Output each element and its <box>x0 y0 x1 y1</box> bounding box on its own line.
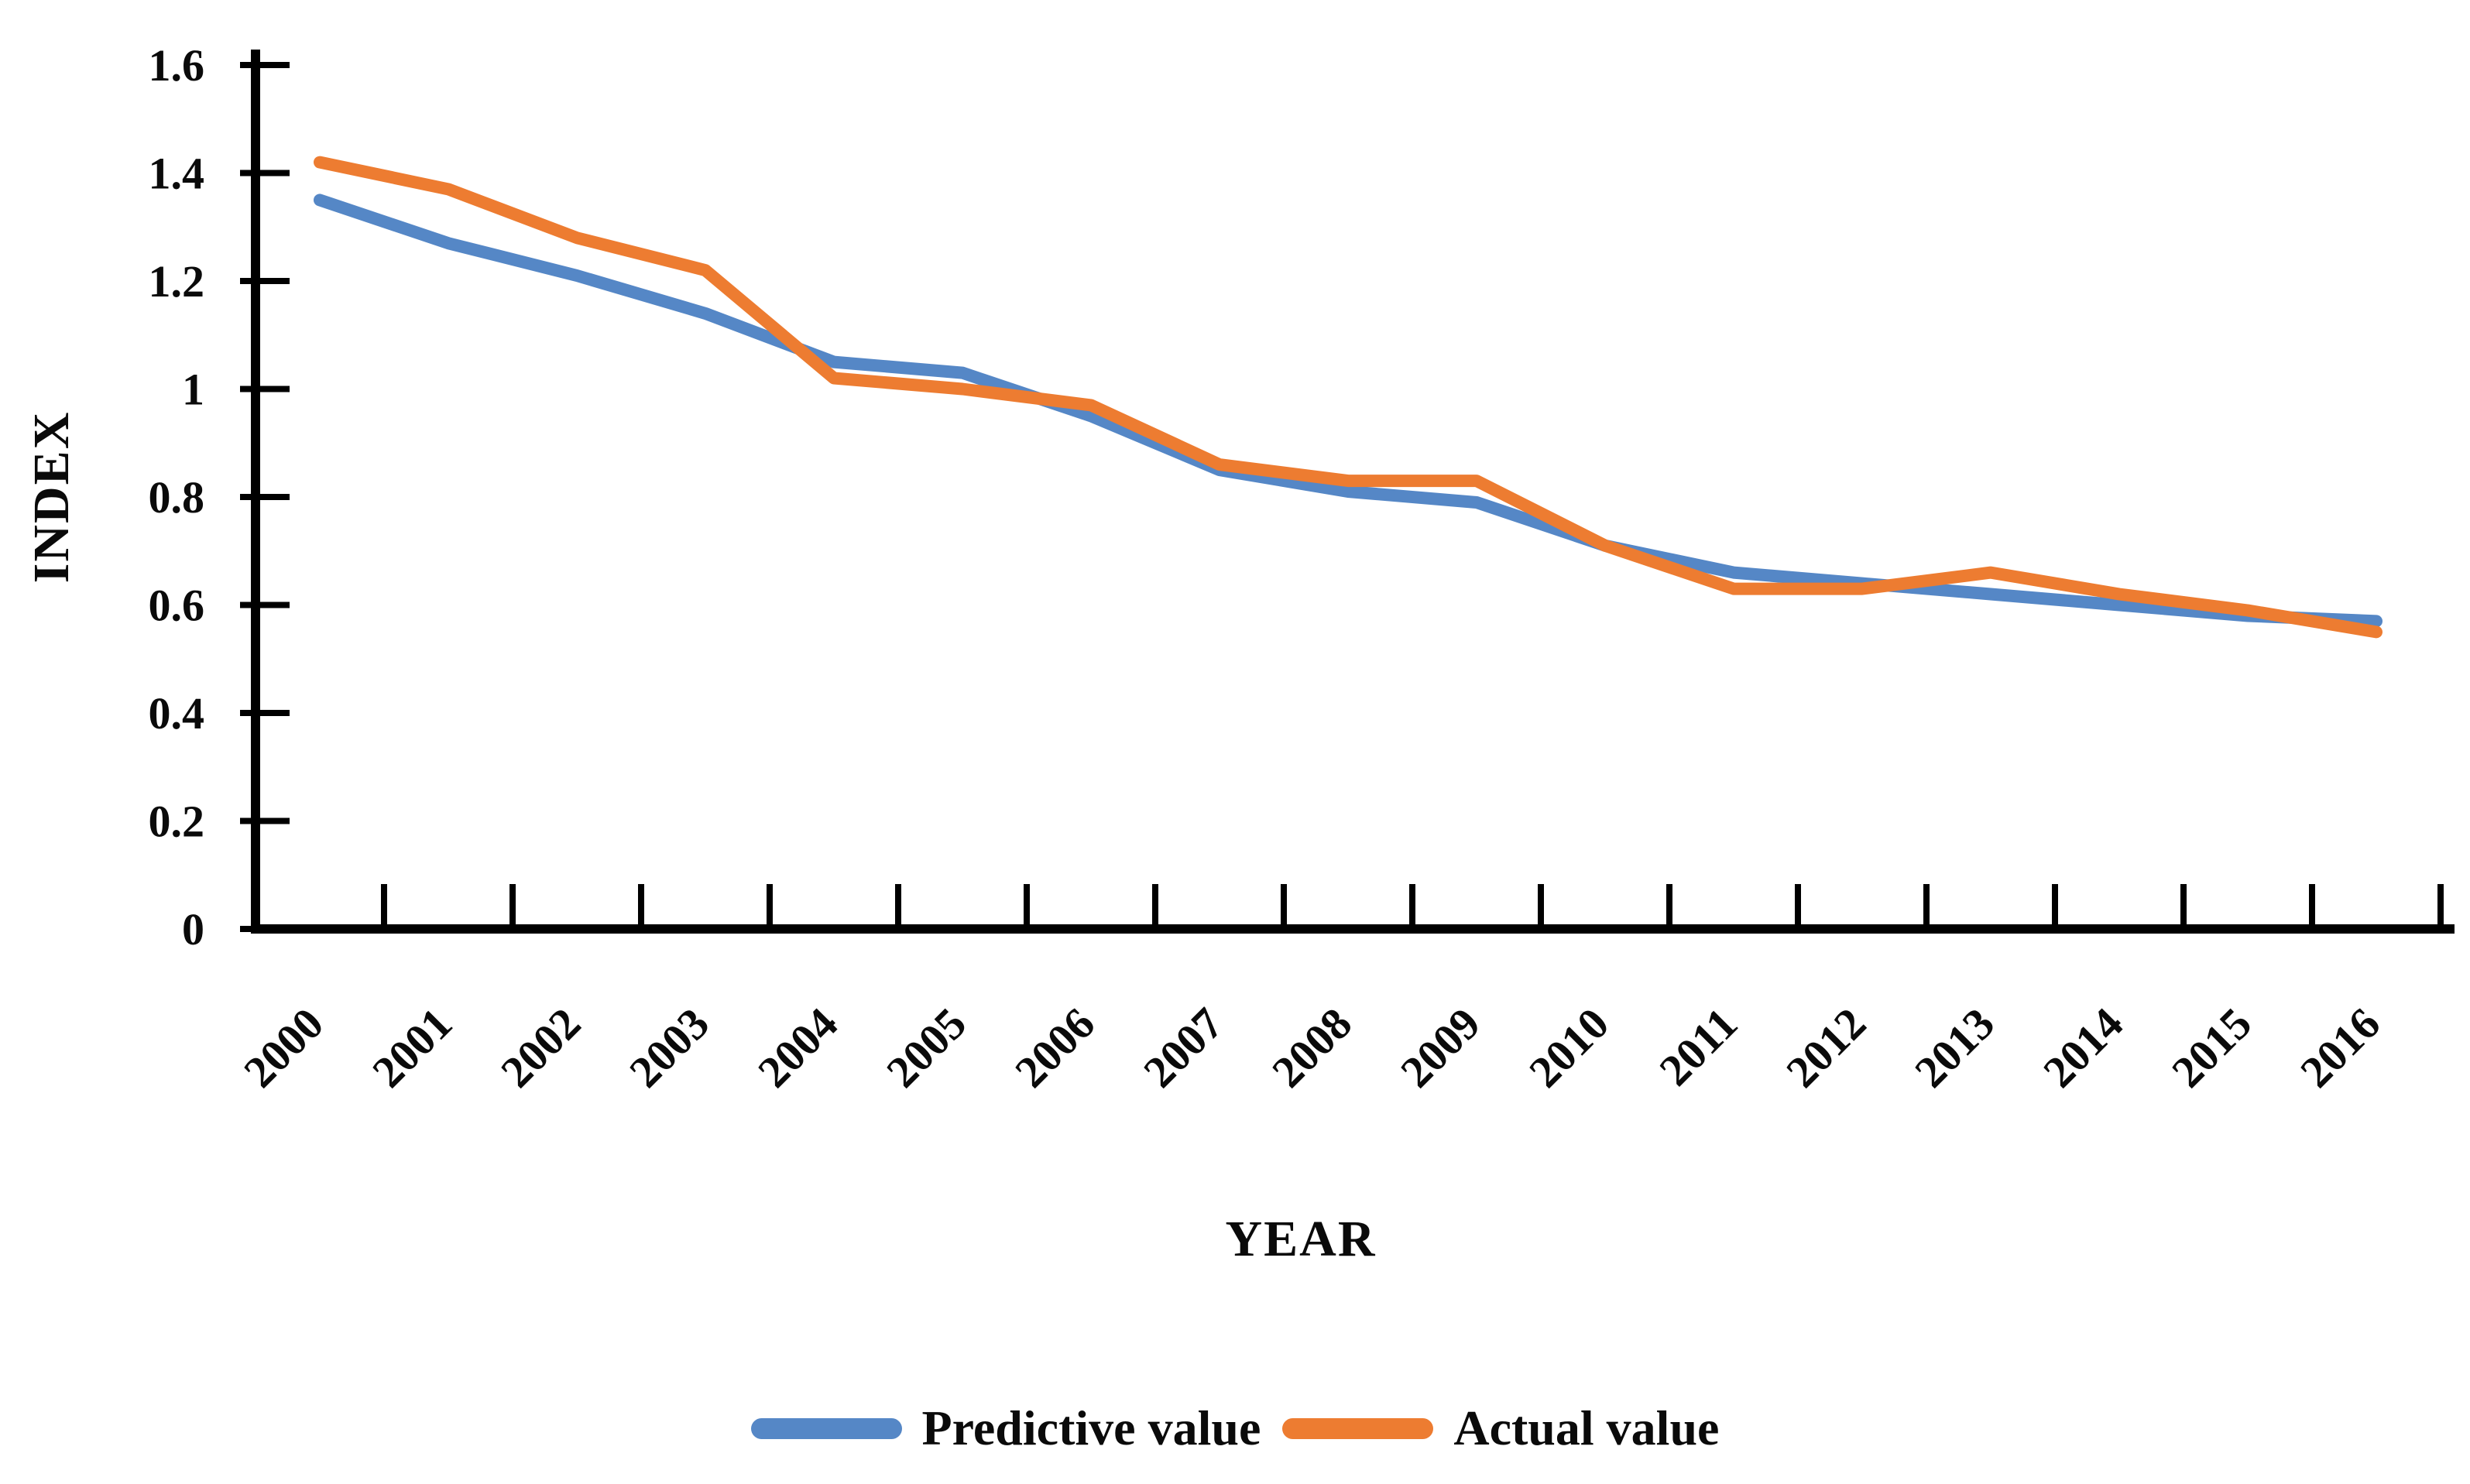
y-tick-label: 0.4 <box>149 688 205 739</box>
x-tick-label: 2005 <box>877 998 976 1097</box>
legend-item-predictive: Predictive value <box>750 1400 1261 1457</box>
x-tick-label: 2003 <box>619 998 719 1097</box>
actual-line-swatch <box>1282 1417 1434 1439</box>
x-tick-label: 2016 <box>2290 998 2389 1097</box>
y-axis-title: INDEX <box>23 411 80 584</box>
y-tick-label: 0.6 <box>149 581 205 631</box>
y-tick-label: 0 <box>182 904 204 954</box>
x-tick-label: 2001 <box>362 998 461 1097</box>
x-tick-label: 2006 <box>1005 998 1104 1097</box>
predictive-line-swatch <box>750 1417 902 1439</box>
y-tick-label: 1.2 <box>149 256 205 307</box>
predictive-value-line <box>314 194 2383 628</box>
x-tick-label: 2004 <box>748 998 847 1097</box>
x-tick-label: 2000 <box>234 998 333 1097</box>
x-tick-label: 2011 <box>1649 998 1747 1095</box>
y-tick-label: 0.8 <box>149 472 205 523</box>
actual-value-line <box>314 156 2383 639</box>
x-tick-label: 2014 <box>2033 998 2132 1097</box>
x-tick-label: 2013 <box>1905 998 2004 1097</box>
x-axis-title: YEAR <box>1225 1211 1376 1267</box>
y-tick-label: 1 <box>182 365 204 415</box>
x-tick-label: 2015 <box>2162 998 2261 1097</box>
chart-legend: Predictive value Actual value <box>0 1390 2470 1467</box>
legend-label-actual: Actual value <box>1453 1400 1720 1455</box>
x-tick-label: 2002 <box>491 998 590 1097</box>
y-tick-label: 1.4 <box>149 149 205 199</box>
legend-label-predictive: Predictive value <box>921 1400 1261 1455</box>
y-tick-label: 0.2 <box>149 797 205 847</box>
legend-item-actual: Actual value <box>1282 1400 1719 1457</box>
x-tick-label: 2009 <box>1391 998 1490 1097</box>
x-tick-label: 2012 <box>1776 998 1875 1097</box>
x-tick-label: 2008 <box>1262 998 1361 1097</box>
y-tick-label: 1.6 <box>149 40 205 91</box>
x-tick-label: 2010 <box>1519 998 1618 1097</box>
x-tick-label: 2007 <box>1134 998 1233 1097</box>
